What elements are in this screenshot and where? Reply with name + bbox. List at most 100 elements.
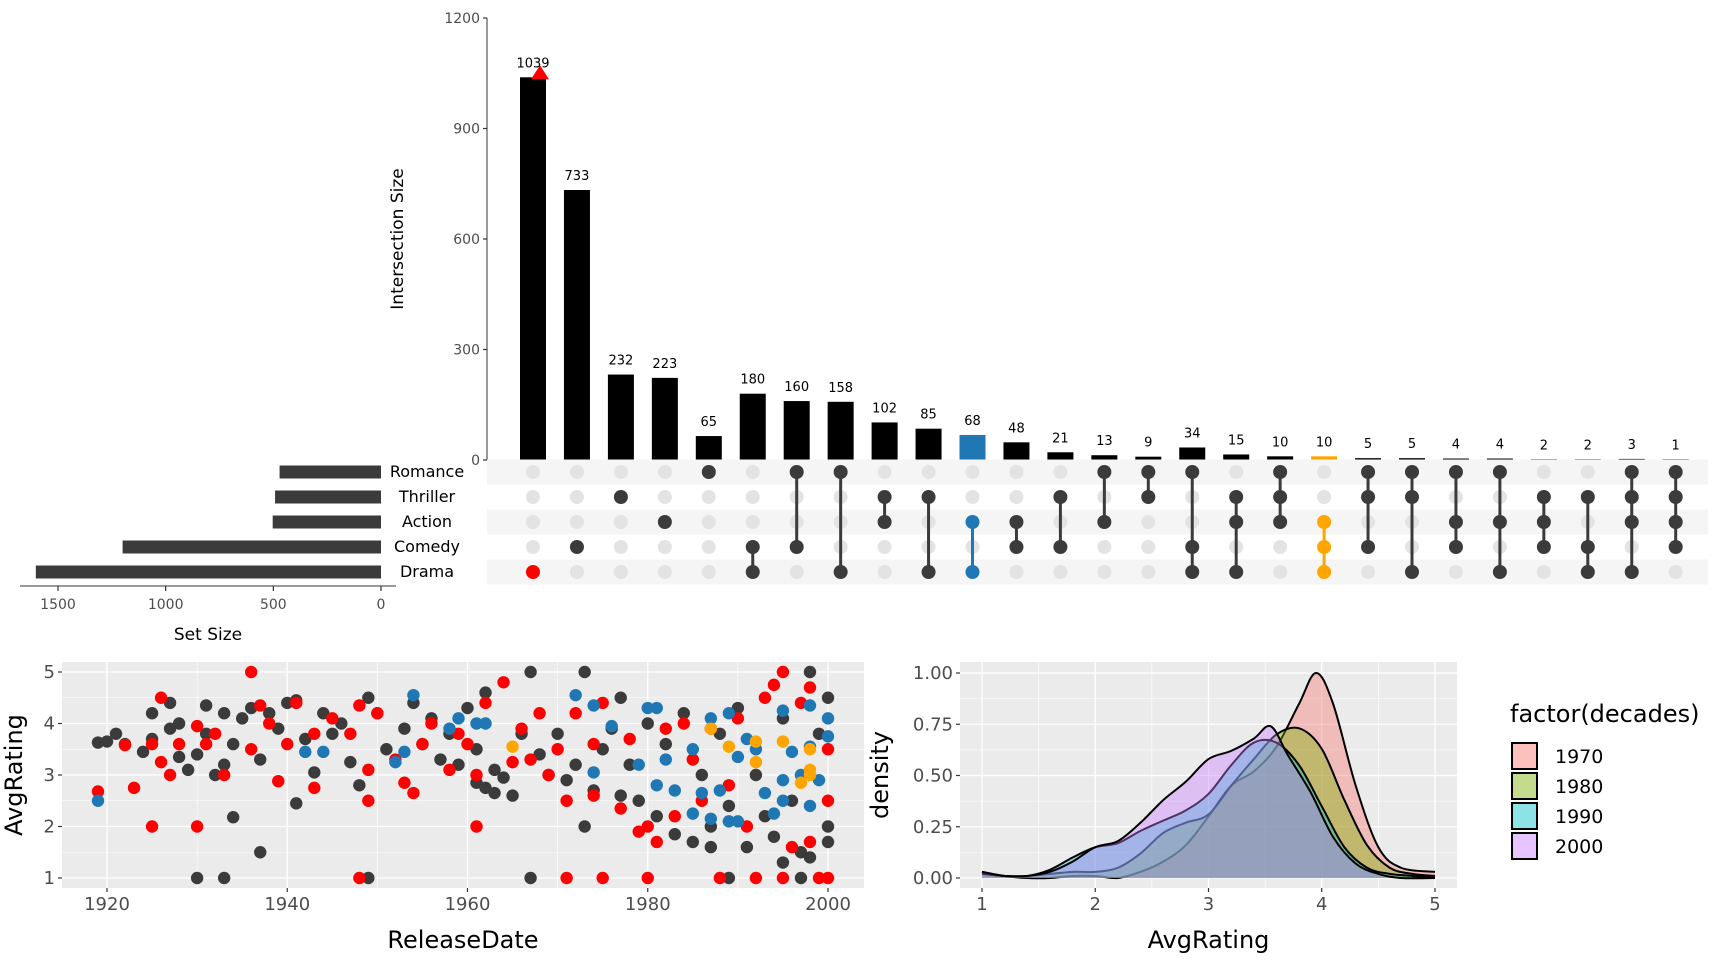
bar-value-label: 223 (652, 357, 677, 372)
legend-label: 1990 (1555, 806, 1603, 828)
y-tick-label: 0.00 (913, 868, 953, 889)
matrix-dot-empty (1141, 515, 1156, 529)
x-tick-label: 5 (1429, 894, 1440, 915)
scatter-point (794, 776, 808, 789)
matrix-dot-empty (1229, 465, 1244, 479)
scatter-point (803, 835, 817, 849)
x-tick-label: 1920 (84, 894, 130, 915)
matrix-dot-filled (1492, 565, 1507, 579)
scatter-point (623, 758, 636, 771)
scatter-point (524, 753, 537, 766)
set-size-bar (275, 490, 381, 504)
scatter-point (470, 768, 483, 782)
scatter-point (821, 794, 835, 807)
matrix-dot-empty (1317, 465, 1332, 479)
matrix-dot-empty (1317, 490, 1332, 504)
scatter-point (650, 701, 663, 715)
matrix-dot-empty (877, 540, 892, 554)
scatter-point (686, 807, 700, 820)
scatter-point (353, 699, 366, 712)
matrix-dot-filled (1624, 515, 1639, 529)
scatter-point (821, 743, 835, 756)
bar-value-label: 68 (964, 414, 981, 429)
scatter-point (154, 691, 168, 704)
matrix-dot-filled (1624, 565, 1639, 579)
intersection-bar (520, 77, 546, 460)
scatter-point (821, 712, 835, 725)
scatter-point (497, 771, 510, 784)
legend-label: 1970 (1555, 746, 1603, 768)
density-area-1980 (982, 727, 1435, 878)
scatter-point (308, 781, 321, 795)
matrix-dot-filled (1361, 540, 1376, 554)
scatter-point (290, 696, 303, 710)
scatter-point (217, 871, 231, 885)
matrix-dot-filled (1317, 565, 1332, 579)
scatter-point (704, 812, 718, 825)
scatter-point (470, 820, 483, 833)
bar-value-label: 10 (1316, 435, 1333, 450)
matrix-dot-filled (745, 540, 760, 554)
scatter-point (145, 737, 159, 751)
matrix-dot-empty (1097, 565, 1112, 579)
matrix-dot-empty (745, 515, 760, 529)
intersection-bar (871, 422, 898, 460)
scatter-point (217, 768, 231, 782)
matrix-dot-empty (921, 465, 936, 479)
matrix-dot-filled (1317, 515, 1332, 529)
bar-value-label: 15 (1228, 433, 1245, 448)
scatter-point (524, 665, 537, 679)
scatter-point (731, 750, 745, 764)
scatter-point (731, 701, 745, 715)
intersection-bar (959, 434, 986, 460)
scatter-point (686, 835, 700, 849)
scatter-point (677, 717, 690, 730)
scatter-point (479, 781, 492, 795)
scatter-point (190, 719, 204, 733)
x-tick-label: 2 (1090, 894, 1101, 915)
matrix-dot-empty (1097, 540, 1112, 554)
scatter-point (91, 785, 105, 798)
matrix-dot-filled (1668, 515, 1683, 529)
matrix-dot-filled (1361, 490, 1376, 504)
scatter-point (686, 753, 700, 766)
bar-value-label: 21 (1052, 431, 1069, 446)
matrix-dot-empty (1009, 565, 1024, 579)
matrix-dot-filled (1448, 515, 1463, 529)
scatter-point (785, 840, 799, 854)
scatter-point (794, 871, 808, 885)
scatter-point (199, 727, 213, 740)
matrix-dot-empty (1053, 565, 1068, 579)
scatter-point (443, 722, 456, 735)
matrix-dot-empty (569, 565, 584, 579)
bar-value-label: 180 (740, 373, 765, 388)
matrix-dot-empty (745, 490, 760, 504)
matrix-dot-empty (657, 490, 672, 504)
y-axis-title: Intersection Size (388, 168, 408, 309)
matrix-dot-filled (1448, 540, 1463, 554)
scatter-point (398, 745, 411, 759)
scatter-point (803, 681, 817, 694)
matrix-dot-filled (1624, 490, 1639, 504)
y-tick-label: 2 (44, 817, 55, 838)
matrix-dot-empty (701, 490, 716, 504)
bar-value-label: 9 (1144, 436, 1152, 451)
scatter-point (272, 774, 285, 788)
matrix-dot-empty (657, 540, 672, 554)
scatter-point (821, 871, 835, 885)
scatter-point (506, 740, 519, 753)
bar-value-label: 232 (608, 354, 633, 369)
scatter-point (632, 794, 645, 807)
scatter-point (713, 871, 727, 885)
y-tick-label: 0.25 (913, 817, 953, 838)
intersection-bar (1355, 458, 1382, 460)
scatter-point (803, 799, 817, 813)
scatter-point (172, 717, 186, 730)
legend-swatch (1511, 832, 1538, 860)
set-label: Comedy (394, 537, 460, 556)
scatter-point (344, 755, 357, 769)
scatter-point (515, 722, 528, 735)
matrix-dot-filled (657, 515, 672, 529)
matrix-dot-filled (1536, 540, 1551, 554)
